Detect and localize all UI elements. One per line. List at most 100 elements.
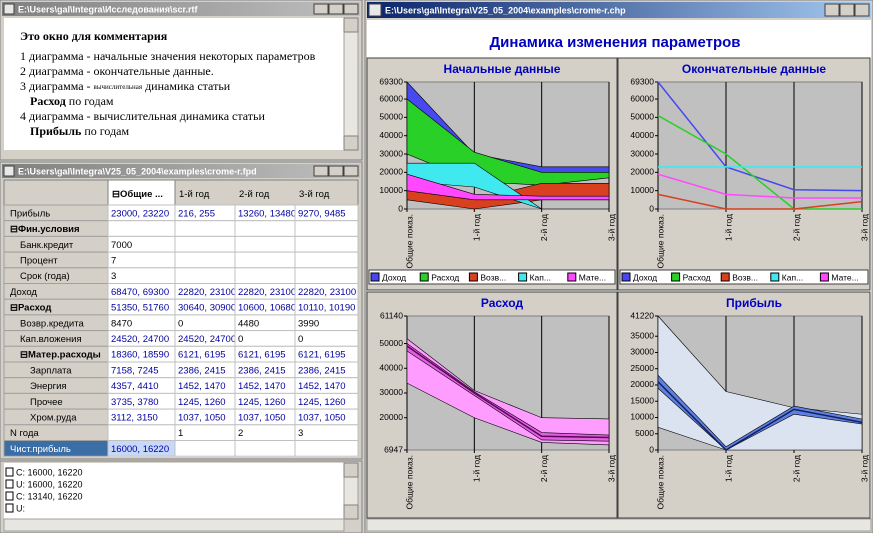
h-scrollbar[interactable] — [3, 518, 345, 532]
comment-segment: вычислительная — [94, 83, 143, 91]
h-scrollbar[interactable] — [366, 518, 872, 532]
cell-value: 216, 255 — [178, 208, 215, 219]
x-tick-label: 3-й год — [606, 214, 616, 241]
cell-value: 10110, 10190 — [298, 303, 355, 314]
y-tick-label: 25000 — [630, 363, 654, 373]
scroll-up[interactable] — [343, 462, 359, 478]
x-tick-label: 2-й год — [539, 214, 549, 241]
row-label: Кап.вложения — [20, 334, 82, 345]
window-title: E:\Users\gal\Integra\Исследования\scr.rt… — [18, 4, 198, 14]
y-tick-label: 40000 — [379, 363, 403, 373]
row-label: Хром.руда — [30, 412, 77, 423]
cell — [234, 424, 296, 441]
cell-value: 6121, 6195 — [178, 350, 226, 361]
cell-value: 22820, 23100 — [238, 287, 296, 298]
cell — [234, 267, 296, 284]
cell — [174, 235, 236, 253]
legend-label: Расход — [431, 272, 459, 282]
y-tick-label: 30000 — [630, 347, 654, 357]
row-label: ⊟Матер.расходы — [20, 350, 101, 361]
chart-title: Окончательные данные — [682, 62, 826, 76]
scroll-up[interactable] — [343, 17, 359, 33]
minimize-button[interactable] — [824, 3, 840, 17]
cell — [174, 314, 236, 332]
cell-value: 2386, 2415 — [238, 365, 286, 376]
row-label: Возвр.кредита — [20, 318, 84, 329]
legend-label: Доход — [633, 272, 657, 282]
scroll-down[interactable] — [343, 504, 359, 520]
cell-value: 3 — [298, 428, 303, 439]
cell-value: 22820, 23100 — [298, 287, 356, 298]
legend-swatch — [567, 272, 577, 282]
cell — [294, 267, 359, 284]
y-tick-label: 69300 — [379, 76, 403, 86]
title-bar — [2, 2, 360, 16]
cell-value: 1452, 1470 — [238, 381, 286, 392]
close-button[interactable] — [343, 165, 359, 177]
legend-label: Расход — [683, 272, 711, 282]
y-tick-label: 20000 — [630, 167, 654, 177]
y-tick-label: 30000 — [379, 148, 403, 158]
cell-value: 2 — [238, 428, 243, 439]
cell — [294, 440, 359, 457]
cell — [174, 440, 236, 457]
close-button[interactable] — [854, 3, 870, 17]
comment-segment: Это окно для комментария — [20, 29, 168, 43]
cell — [234, 440, 296, 457]
log-area — [4, 463, 344, 519]
cell — [294, 424, 359, 441]
cell-value: 4480 — [238, 318, 259, 329]
cell-value: 51350, 51760 — [111, 303, 169, 314]
cell-value: 2386, 2415 — [178, 365, 226, 376]
cell-value: 30640, 30900 — [178, 303, 236, 314]
cell-value: 1245, 1260 — [238, 397, 286, 408]
minimize-button[interactable] — [313, 165, 329, 177]
comment-line: Прибыль по годам — [30, 124, 130, 138]
comment-segment: 3 диаграмма - — [20, 79, 94, 93]
cell — [294, 235, 359, 253]
minimize-button[interactable] — [313, 3, 329, 15]
y-tick-label: 40000 — [379, 130, 403, 140]
maximize-button[interactable] — [839, 3, 855, 17]
legend-label: Кап... — [530, 272, 551, 282]
scroll-down[interactable] — [343, 135, 359, 151]
legend-swatch — [770, 272, 780, 282]
x-tick-label: Общие показ. — [404, 455, 414, 509]
close-button[interactable] — [343, 3, 359, 15]
range-band — [406, 342, 610, 442]
cell — [294, 330, 359, 347]
cell — [234, 235, 296, 253]
comment-segment: 4 диаграмма - вычислительная динамика ст… — [20, 109, 265, 123]
cell — [107, 220, 176, 237]
cell — [174, 220, 236, 237]
legend-label: Возв... — [732, 272, 758, 282]
log-line: U: 16000, 16220 — [16, 479, 83, 489]
cell-value: 23000, 23220 — [111, 208, 169, 219]
chart-title: Начальные данные — [444, 62, 561, 76]
window-icon — [3, 165, 15, 177]
title-bar — [2, 164, 360, 178]
cell-value: 16000, 16220 — [111, 444, 169, 455]
cell-value: 1452, 1470 — [178, 381, 226, 392]
legend-swatch — [621, 272, 631, 282]
y-tick-label: 20000 — [630, 379, 654, 389]
cell-value: 1245, 1260 — [178, 397, 226, 408]
cell-value: 7 — [111, 255, 116, 266]
cell-value: 3990 — [298, 318, 319, 329]
y-tick-label: 20000 — [379, 167, 403, 177]
series-line — [406, 345, 610, 439]
scrollbar[interactable] — [343, 17, 359, 151]
legend-label: Возв... — [480, 272, 506, 282]
comment-segment: 1 диаграмма - начальные значения некотор… — [20, 49, 316, 63]
row-label: Доход — [10, 287, 37, 298]
log-icon — [5, 467, 14, 477]
x-tick-label: 3-й год — [859, 214, 869, 241]
y-tick-label: 50000 — [379, 112, 403, 122]
row-label: Зарплата — [30, 365, 72, 376]
maximize-button[interactable] — [328, 3, 344, 15]
maximize-button[interactable] — [328, 165, 344, 177]
column-header: 1-й год — [179, 189, 210, 200]
cell-value: 1245, 1260 — [298, 397, 346, 408]
chart-title: Расход — [481, 296, 524, 310]
